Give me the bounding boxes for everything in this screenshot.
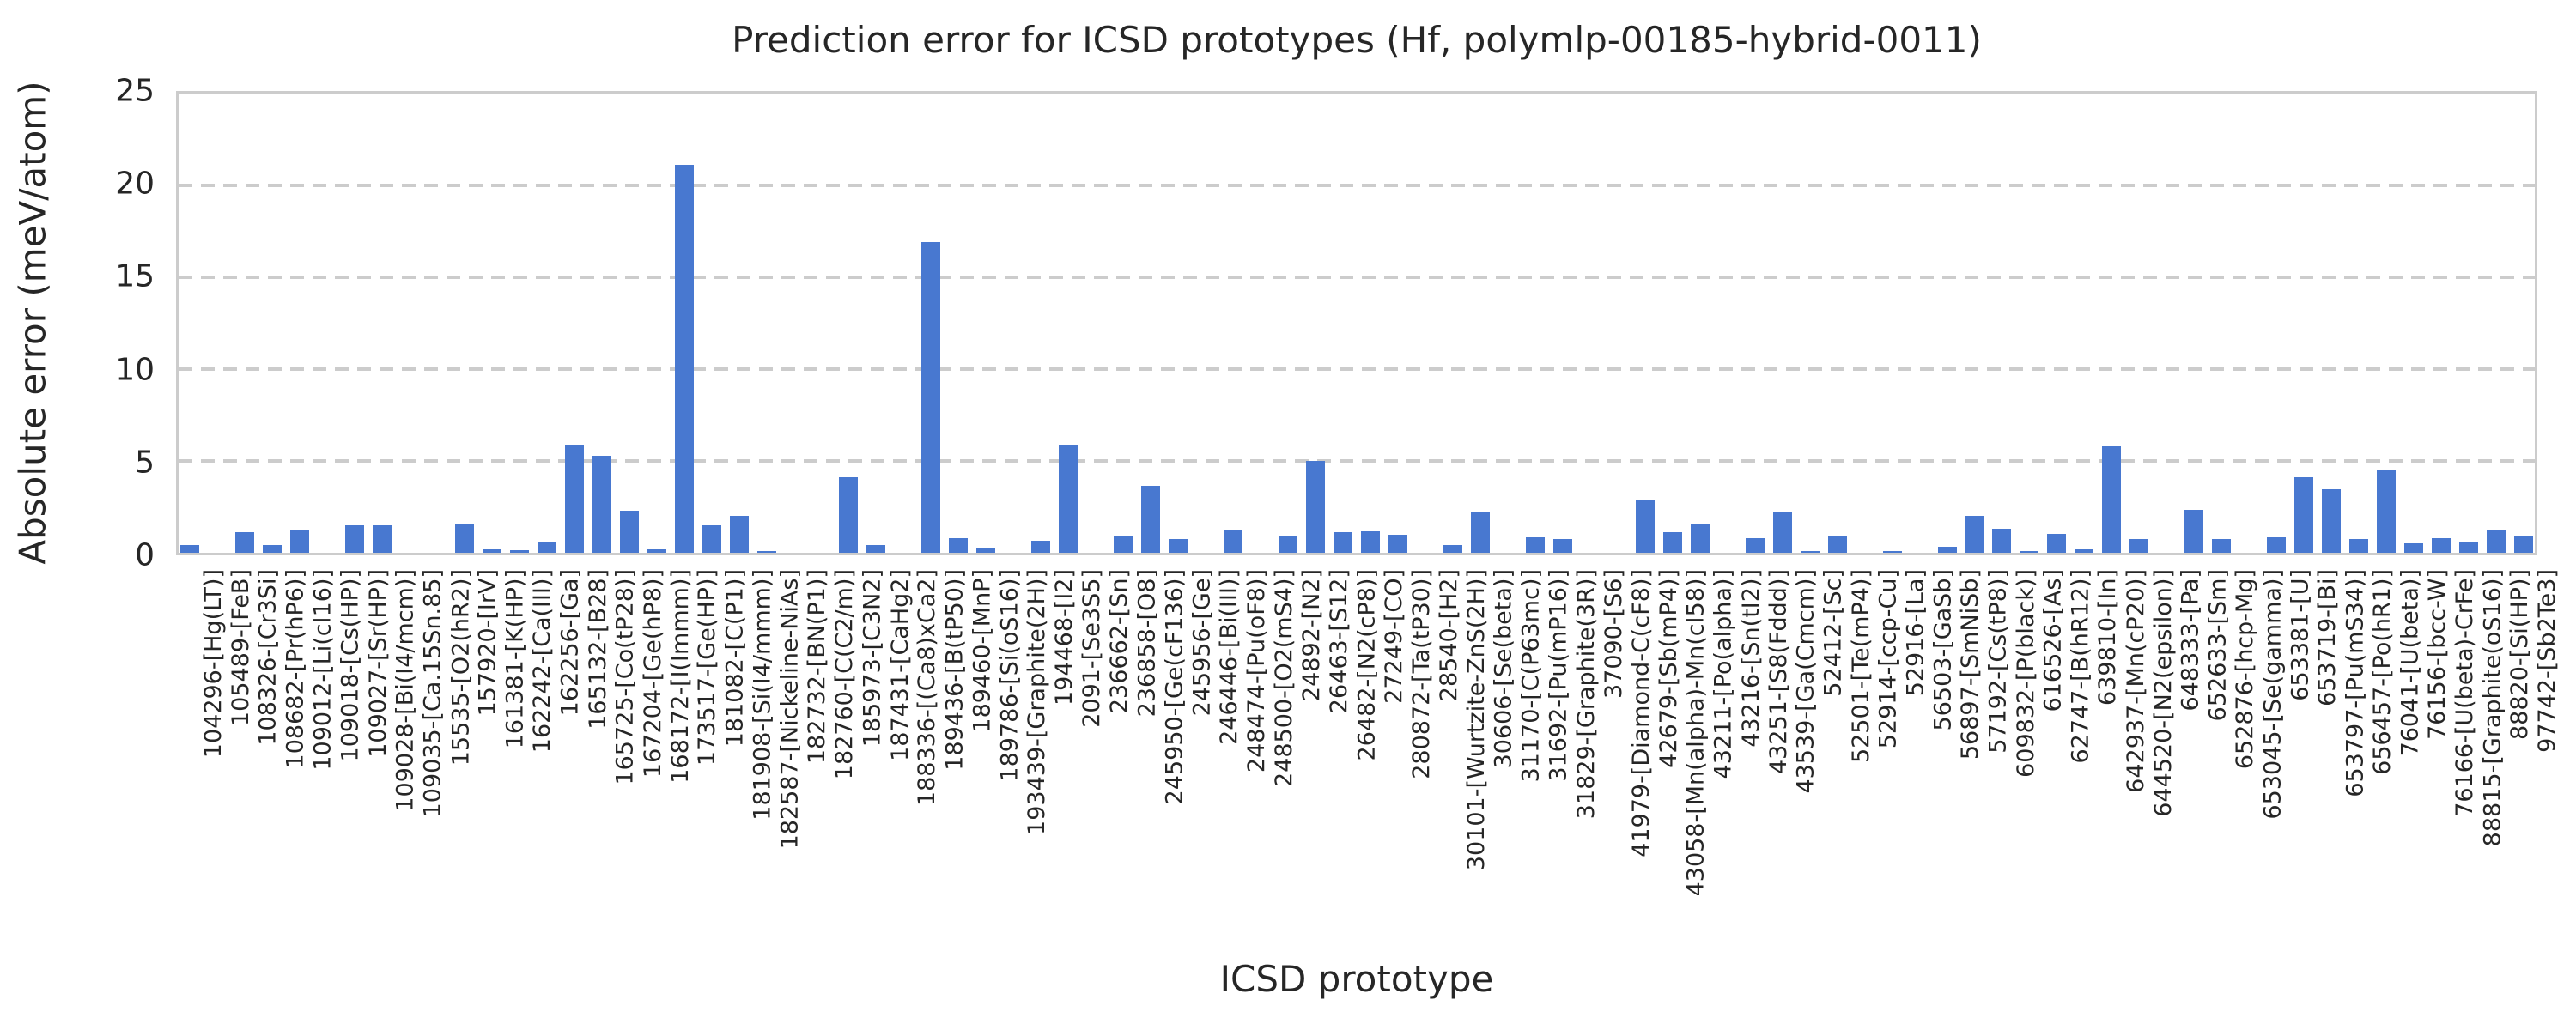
- bar: [1224, 530, 1243, 553]
- y-tick-label-15: 15: [115, 258, 155, 294]
- bar: [1635, 500, 1655, 553]
- bar: [454, 523, 474, 553]
- x-axis-title: ICSD prototype: [1219, 958, 1494, 1000]
- bar: [592, 455, 611, 553]
- bar: [564, 445, 584, 553]
- bar: [2322, 489, 2342, 553]
- bar: [2102, 445, 2122, 553]
- bar: [537, 542, 556, 553]
- bar: [674, 165, 694, 553]
- y-tick-label-20: 20: [115, 166, 155, 202]
- bar: [2404, 543, 2424, 553]
- gridline-y-10: [179, 367, 2535, 371]
- bar: [1882, 550, 1902, 553]
- y-axis-title: Absolute error (meV/atom): [11, 81, 54, 565]
- bar: [1114, 536, 1133, 553]
- bar: [839, 477, 859, 553]
- bar: [1443, 545, 1462, 553]
- bar: [2349, 538, 2369, 553]
- bar: [1470, 511, 1490, 553]
- bar: [2267, 536, 2287, 553]
- bar: [179, 545, 199, 553]
- bar: [756, 550, 776, 553]
- y-tick-label-25: 25: [115, 73, 155, 109]
- bar: [2020, 550, 2039, 553]
- chart-title: Prediction error for ICSD prototypes (Hf…: [732, 19, 1982, 61]
- bar: [921, 242, 941, 553]
- bar: [1388, 534, 1407, 553]
- bar: [1690, 524, 1710, 553]
- bar: [1031, 541, 1051, 553]
- bar: [2514, 535, 2533, 553]
- bar: [262, 545, 282, 553]
- bar: [2184, 509, 2204, 553]
- bar: [2459, 542, 2479, 553]
- bar: [1141, 485, 1161, 553]
- bar: [1772, 512, 1792, 553]
- bar: [234, 532, 254, 553]
- bar: [2487, 530, 2506, 553]
- bar: [1745, 537, 1765, 553]
- bar: [2129, 538, 2149, 553]
- bar: [866, 545, 886, 553]
- bar: [2075, 548, 2094, 553]
- bar: [647, 548, 666, 553]
- bar: [2377, 469, 2397, 553]
- bar: [1169, 538, 1188, 553]
- bar: [344, 524, 364, 553]
- plot-area: [176, 91, 2537, 555]
- bar: [2047, 533, 2067, 553]
- bar: [1992, 529, 2012, 553]
- bar: [1662, 532, 1682, 553]
- bar: [1334, 532, 1352, 553]
- y-tick-label-5: 5: [135, 445, 155, 481]
- bar: [1360, 531, 1380, 553]
- bar: [1827, 536, 1847, 553]
- bar: [949, 537, 969, 553]
- bar: [482, 548, 501, 553]
- bar: [289, 530, 309, 553]
- bar: [2212, 538, 2232, 553]
- bar: [1965, 516, 1984, 553]
- bar: [1800, 550, 1820, 553]
- gridline-y-5: [179, 459, 2535, 463]
- bar: [702, 524, 721, 553]
- bar: [509, 549, 529, 553]
- y-tick-label-10: 10: [115, 352, 155, 388]
- bar: [1279, 536, 1298, 553]
- bar: [1306, 461, 1326, 553]
- bar: [976, 548, 996, 553]
- bar: [2432, 537, 2451, 553]
- y-tick-label-0: 0: [135, 537, 155, 573]
- gridline-y-20: [179, 184, 2535, 187]
- gridline-y-15: [179, 276, 2535, 279]
- bar: [1525, 536, 1545, 553]
- bar: [2294, 477, 2314, 553]
- bar: [729, 516, 749, 553]
- bar: [372, 524, 392, 553]
- bar: [1937, 546, 1957, 553]
- bar: [1059, 444, 1078, 553]
- bar: [619, 510, 639, 553]
- bar: [1552, 538, 1572, 553]
